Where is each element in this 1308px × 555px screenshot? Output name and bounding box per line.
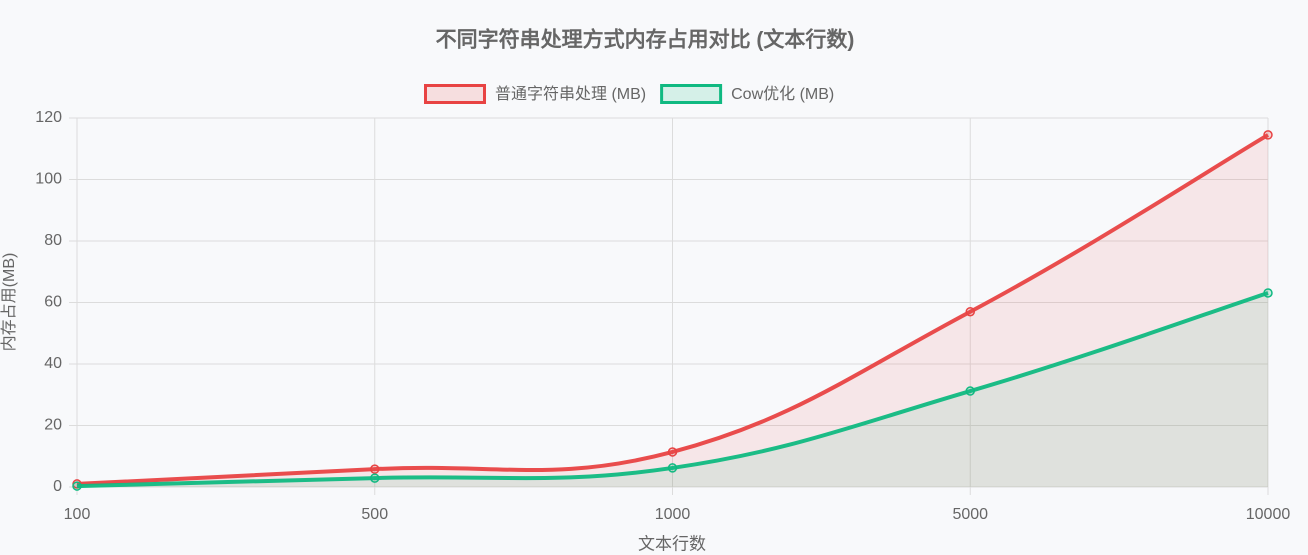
y-tick-label: 20: [44, 417, 62, 434]
x-axis-title: 文本行数: [638, 534, 706, 553]
point: [370, 473, 380, 483]
y-tick-label: 80: [44, 232, 62, 249]
point: [370, 464, 380, 474]
point: [667, 447, 678, 457]
line: [76, 291, 1269, 489]
y-tick-label: 0: [53, 478, 62, 495]
legend-label: 普通字符串处理 (MB): [495, 85, 646, 103]
x-tick-label: 500: [361, 506, 388, 523]
area: [77, 292, 1268, 487]
area: [77, 134, 1268, 487]
x-tick-label: 1000: [655, 506, 691, 523]
y-axis-title: 内存占用(MB): [0, 253, 18, 352]
x-tick-label: 5000: [952, 506, 988, 523]
y-tick-label: 60: [44, 294, 62, 311]
legend-label: Cow优化 (MB): [731, 85, 834, 103]
legend-swatch: [660, 84, 723, 104]
point: [965, 306, 975, 317]
x-tick-label: 100: [64, 506, 91, 523]
y-tick-label: 40: [44, 355, 62, 372]
point: [667, 463, 678, 473]
chart-title: 不同字符串处理方式内存占用对比 (文本行数): [436, 28, 855, 52]
point: [72, 481, 82, 491]
y-tick-label: 100: [35, 171, 62, 188]
y-tick-label: 120: [35, 109, 62, 126]
line: [76, 133, 1270, 486]
point: [1263, 288, 1273, 298]
point: [1263, 130, 1273, 140]
legend-swatch: [424, 84, 486, 104]
x-tick-label: 10000: [1246, 506, 1291, 523]
point: [965, 386, 975, 396]
